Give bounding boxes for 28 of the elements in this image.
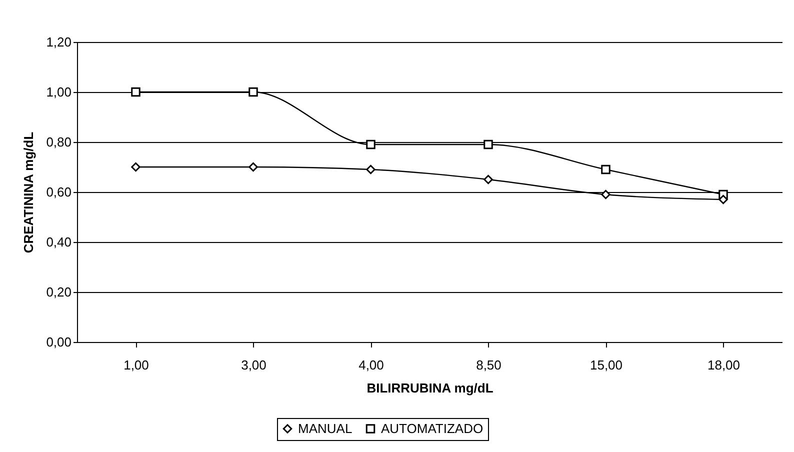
y-tick-label: 0,40 — [46, 234, 72, 250]
legend-label: AUTOMATIZADO — [381, 420, 484, 436]
point — [131, 87, 140, 97]
point — [484, 140, 493, 150]
y-tick-label: 0,00 — [46, 334, 72, 350]
point — [601, 164, 610, 174]
point — [484, 174, 493, 184]
y-tick-label: 0,20 — [46, 284, 72, 300]
x-tick-label: 15,00 — [590, 358, 623, 372]
point — [366, 140, 376, 150]
x-tick-label: 18,00 — [707, 358, 740, 372]
y-tick-label: 0,80 — [46, 134, 72, 150]
x-tick-label: 4,00 — [358, 358, 384, 372]
y-tick-label: 1,00 — [46, 84, 72, 100]
point — [718, 194, 728, 204]
x-tick-label: 8,50 — [476, 358, 502, 372]
x-tick-label: 3,00 — [241, 358, 266, 372]
legend-label: MANUAL — [298, 420, 352, 436]
y-tick-label: 1,20 — [46, 34, 72, 50]
point — [248, 162, 258, 172]
x-axis-title: BILIRRUBINA mg/dL — [366, 380, 494, 396]
y-axis-title: CREATININA mg/dL — [21, 132, 36, 254]
y-tick-label: 0,60 — [46, 184, 72, 200]
point — [248, 87, 258, 97]
point — [131, 162, 140, 172]
point — [601, 190, 610, 200]
x-tick-label: 1,00 — [124, 358, 149, 372]
point — [366, 164, 376, 174]
